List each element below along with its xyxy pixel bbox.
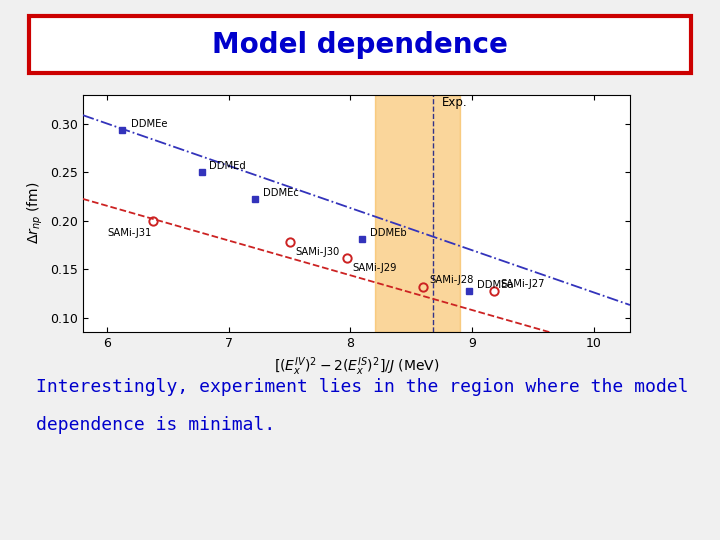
FancyBboxPatch shape [29, 16, 691, 73]
Text: DDMEa: DDMEa [477, 280, 513, 291]
Text: DDMEd: DDMEd [210, 161, 246, 171]
Text: SAMi-J30: SAMi-J30 [296, 247, 340, 256]
Y-axis label: $\Delta r_{np}$ (fm): $\Delta r_{np}$ (fm) [25, 182, 45, 245]
Text: Exp.: Exp. [441, 96, 467, 109]
Text: Interestingly, experiment lies in the region where the model: Interestingly, experiment lies in the re… [36, 378, 688, 396]
Text: DDMEc: DDMEc [263, 188, 299, 198]
X-axis label: $[(E_x^{IV})^2-2(E_x^{IS})^2]/J$ (MeV): $[(E_x^{IV})^2-2(E_x^{IS})^2]/J$ (MeV) [274, 355, 439, 378]
Text: SAMi-J27: SAMi-J27 [500, 280, 544, 289]
Text: SAMi-J29: SAMi-J29 [353, 263, 397, 273]
Text: SAMi-J28: SAMi-J28 [429, 275, 474, 285]
Text: DDMEb: DDMEb [370, 228, 406, 238]
Text: SAMi-J31: SAMi-J31 [107, 228, 151, 238]
Text: dependence is minimal.: dependence is minimal. [36, 416, 275, 434]
Text: Model dependence: Model dependence [212, 31, 508, 58]
Bar [374, 94, 460, 332]
Text: DDMEe: DDMEe [132, 119, 168, 130]
